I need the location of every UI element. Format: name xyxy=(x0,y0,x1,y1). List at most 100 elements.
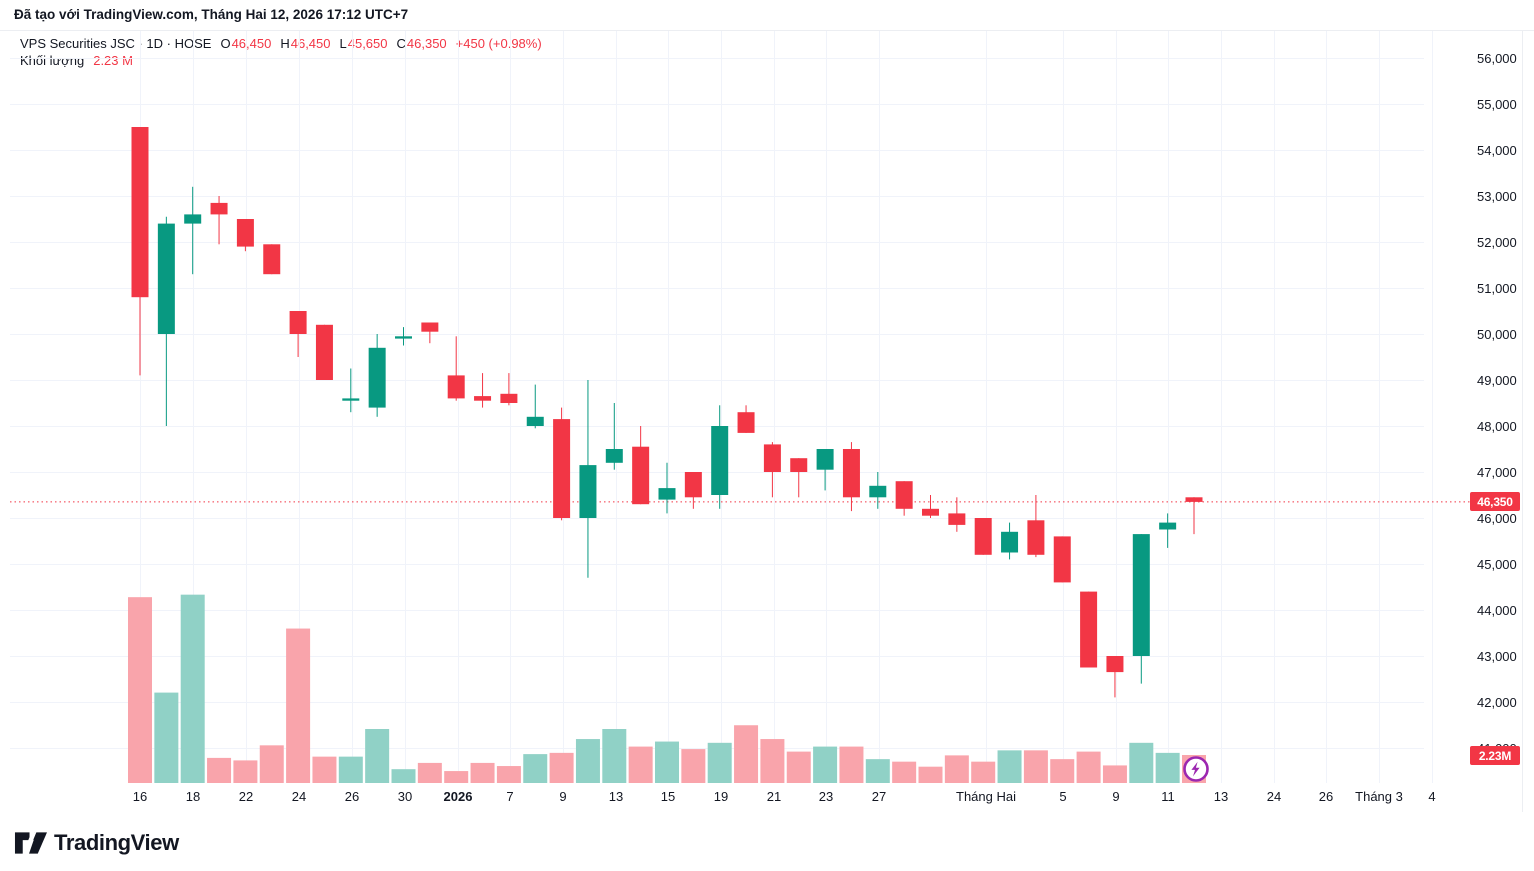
volume-bar xyxy=(391,769,416,783)
volume-bar xyxy=(233,760,258,783)
x-axis-label: 16 xyxy=(132,789,148,804)
candle-body xyxy=(763,444,781,472)
volume-bar xyxy=(839,746,864,783)
x-axis-label: 4 xyxy=(1428,789,1436,804)
volume-bar xyxy=(918,766,943,783)
volume-bar xyxy=(734,725,759,783)
y-axis-label: 52,000 xyxy=(1477,234,1517,250)
price-scale-border xyxy=(1522,30,1523,812)
candle-body xyxy=(605,449,623,463)
x-axis-label: 23 xyxy=(818,789,834,804)
x-axis-label: 11 xyxy=(1161,789,1175,804)
y-axis-label: 45,000 xyxy=(1477,556,1517,572)
volume-legend-value: 2.23 M xyxy=(93,53,133,68)
tradingview-logo-icon xyxy=(14,832,47,854)
candle-body xyxy=(131,127,149,298)
volume-bar xyxy=(892,761,917,783)
y-axis-label: 53,000 xyxy=(1477,188,1517,204)
volume-bar xyxy=(259,745,284,783)
candle-body xyxy=(842,449,860,498)
volume-badge: 2.23M xyxy=(1470,746,1520,765)
y-axis-label: 56,000 xyxy=(1477,50,1517,66)
candle-body xyxy=(289,311,307,334)
lightning-icon xyxy=(1182,755,1210,783)
candle-body xyxy=(315,324,333,380)
x-axis-label: 5 xyxy=(1059,789,1067,804)
x-axis-label: 30 xyxy=(397,789,413,804)
y-axis-label: 50,000 xyxy=(1477,326,1517,342)
volume-bar xyxy=(128,597,152,783)
y-axis-label: 51,000 xyxy=(1477,280,1517,296)
candle-body xyxy=(1132,534,1150,656)
candle-body xyxy=(1106,656,1124,673)
y-axis-label: 54,000 xyxy=(1477,142,1517,158)
y-axis-label: 43,000 xyxy=(1477,648,1517,664)
volume-bar xyxy=(655,741,679,783)
x-axis-label: 24 xyxy=(291,789,307,804)
change-value: +450 (+0.98%) xyxy=(455,36,542,51)
low-value: L 45,650 xyxy=(339,36,388,51)
volume-bar xyxy=(997,750,1022,783)
volume-bar xyxy=(1076,751,1101,783)
volume-bar xyxy=(523,754,548,783)
x-axis-label: 21 xyxy=(766,789,782,804)
volume-bar xyxy=(338,756,363,783)
x-axis-label: 22 xyxy=(238,789,254,804)
candle-body xyxy=(342,398,360,401)
volume-bar xyxy=(180,594,205,783)
x-axis-label: 7 xyxy=(506,789,514,804)
x-axis-label: 27 xyxy=(871,789,887,804)
volume-bar xyxy=(628,746,653,783)
attribution-text: Đã tạo với TradingView.com, Tháng Hai 12… xyxy=(14,7,409,22)
x-axis-label: 15 xyxy=(660,789,676,804)
candle-body xyxy=(632,446,650,505)
y-axis-label: 47,000 xyxy=(1477,464,1517,480)
y-axis-label: 48,000 xyxy=(1477,418,1517,434)
candle-body xyxy=(1027,520,1045,555)
volume-bar xyxy=(575,739,600,783)
candle-body xyxy=(526,416,544,426)
x-axis-label: 19 xyxy=(713,789,729,804)
x-axis-label: 9 xyxy=(1112,789,1120,804)
candle-body xyxy=(922,508,939,516)
tradingview-logo-text: TradingView xyxy=(54,830,179,855)
candle-body xyxy=(895,481,913,509)
candle-body xyxy=(684,472,702,498)
chart-legend: VPS Securities JSC · 1D · HOSE O 46,450 … xyxy=(20,36,542,51)
y-axis-label: 55,000 xyxy=(1477,96,1517,112)
x-axis-label: 26 xyxy=(1318,789,1334,804)
candle-body xyxy=(157,223,175,334)
volume-bar xyxy=(365,729,390,783)
candle-body xyxy=(737,412,755,433)
candle-body xyxy=(579,465,597,518)
volume-bar xyxy=(312,756,337,783)
candle-body xyxy=(263,244,281,275)
tradingview-logo[interactable]: TradingView xyxy=(14,828,179,858)
volume-legend: Khối lượng 2.23 M xyxy=(20,53,133,68)
x-axis-label: 13 xyxy=(1213,789,1229,804)
x-axis-label: 24 xyxy=(1266,789,1282,804)
candle-body xyxy=(790,458,808,472)
volume-bar xyxy=(760,739,785,783)
candle-body xyxy=(395,336,412,339)
x-axis-label: 9 xyxy=(559,789,567,804)
candle-body xyxy=(184,214,202,224)
volume-bar xyxy=(1102,765,1127,783)
volume-bar xyxy=(1050,759,1075,783)
y-axis-label: 44,000 xyxy=(1477,602,1517,618)
candle-body xyxy=(236,219,254,247)
candle-body xyxy=(421,322,439,332)
candle-body xyxy=(948,513,966,525)
symbol-title: VPS Securities JSC · 1D · HOSE xyxy=(20,36,212,51)
candle-body xyxy=(1053,536,1071,583)
candle-body xyxy=(210,202,228,215)
candle-body xyxy=(711,426,729,495)
volume-bar xyxy=(602,729,627,783)
y-axis-label: 42,000 xyxy=(1477,694,1517,710)
volume-bar xyxy=(444,771,469,783)
candle-body xyxy=(816,449,834,470)
x-axis-label: Tháng 3 xyxy=(1355,789,1403,804)
candle-body xyxy=(1001,531,1019,553)
x-axis-label: Tháng Hai xyxy=(956,789,1016,804)
